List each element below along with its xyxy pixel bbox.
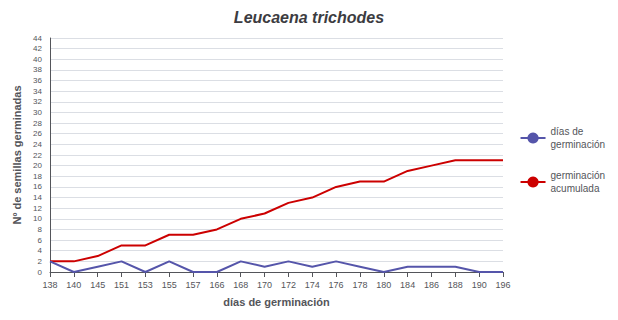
svg-text:186: 186	[424, 280, 439, 290]
svg-text:10: 10	[33, 214, 42, 223]
svg-text:138: 138	[42, 280, 57, 290]
svg-text:34: 34	[33, 87, 42, 96]
svg-text:2: 2	[38, 257, 43, 266]
svg-text:151: 151	[114, 280, 129, 290]
svg-text:188: 188	[448, 280, 463, 290]
svg-text:germinación: germinación	[551, 170, 605, 181]
svg-text:acumulada: acumulada	[551, 183, 600, 194]
svg-text:20: 20	[33, 161, 42, 170]
svg-text:30: 30	[33, 108, 42, 117]
svg-text:40: 40	[33, 55, 42, 64]
svg-text:166: 166	[209, 280, 224, 290]
svg-text:145: 145	[90, 280, 105, 290]
svg-text:6: 6	[38, 236, 43, 245]
svg-text:22: 22	[33, 151, 42, 160]
svg-text:184: 184	[400, 280, 415, 290]
svg-text:12: 12	[33, 204, 42, 213]
svg-text:24: 24	[33, 140, 42, 149]
svg-text:190: 190	[472, 280, 487, 290]
svg-text:172: 172	[281, 280, 296, 290]
svg-text:26: 26	[33, 129, 42, 138]
svg-text:36: 36	[33, 76, 42, 85]
svg-text:174: 174	[305, 280, 320, 290]
svg-text:Leucaena trichodes: Leucaena trichodes	[234, 9, 384, 26]
svg-text:16: 16	[33, 182, 42, 191]
svg-text:38: 38	[33, 65, 42, 74]
svg-text:153: 153	[138, 280, 153, 290]
svg-text:196: 196	[495, 280, 510, 290]
svg-text:días de germinación: días de germinación	[223, 296, 330, 308]
svg-text:4: 4	[38, 246, 43, 255]
svg-text:14: 14	[33, 193, 42, 202]
svg-text:168: 168	[233, 280, 248, 290]
svg-text:178: 178	[352, 280, 367, 290]
svg-text:176: 176	[329, 280, 344, 290]
svg-text:Nº de semillas germinadas: Nº de semillas germinadas	[11, 85, 23, 224]
svg-text:días de: días de	[551, 126, 584, 137]
svg-text:157: 157	[186, 280, 201, 290]
svg-text:44: 44	[33, 34, 42, 43]
svg-text:28: 28	[33, 119, 42, 128]
svg-text:18: 18	[33, 172, 42, 181]
svg-text:180: 180	[376, 280, 391, 290]
svg-text:170: 170	[257, 280, 272, 290]
svg-text:germinación: germinación	[551, 139, 605, 150]
svg-text:0: 0	[38, 268, 43, 277]
svg-text:8: 8	[38, 225, 43, 234]
svg-text:32: 32	[33, 97, 42, 106]
svg-text:155: 155	[162, 280, 177, 290]
svg-text:140: 140	[66, 280, 81, 290]
svg-text:42: 42	[33, 44, 42, 53]
